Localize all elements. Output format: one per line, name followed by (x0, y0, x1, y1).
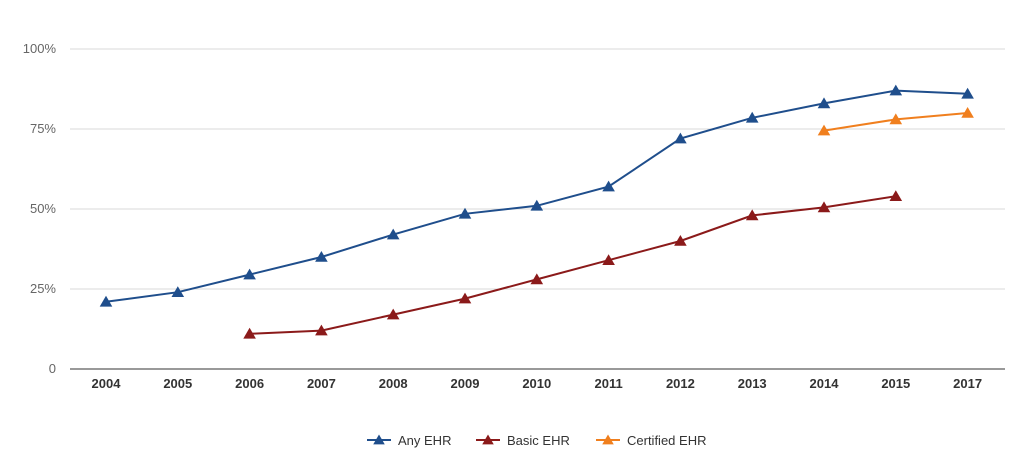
data-point-marker[interactable] (386, 228, 400, 240)
x-tick-label: 2010 (522, 376, 551, 391)
data-point-marker[interactable] (889, 113, 903, 125)
y-tick-label: 0 (49, 361, 56, 376)
series-line (249, 195, 896, 335)
triangle-marker-icon (602, 434, 614, 445)
data-point-marker[interactable] (99, 295, 113, 307)
data-point-marker[interactable] (458, 292, 472, 304)
x-tick-label: 2012 (666, 376, 695, 391)
data-point-marker[interactable] (243, 268, 256, 280)
data-point-marker[interactable] (530, 199, 544, 211)
data-point-marker[interactable] (674, 132, 687, 144)
y-tick-label: 25% (30, 281, 56, 296)
y-tick-label: 75% (30, 121, 56, 136)
legend-label: Basic EHR (507, 433, 570, 448)
x-tick-label: 2017 (953, 376, 982, 391)
data-point-marker[interactable] (674, 235, 687, 246)
x-tick-label: 2009 (451, 376, 480, 391)
x-tick-label: 2005 (163, 376, 192, 391)
x-axis-labels: 2004 2005 2006 2007 2008 2009 2010 2011 2012 2013… (92, 376, 983, 391)
data-point-marker[interactable] (889, 190, 903, 201)
x-tick-label: 2011 (594, 376, 622, 391)
x-tick-label: 2015 (881, 376, 910, 391)
legend-label: Any EHR (398, 433, 451, 448)
data-point-marker[interactable] (817, 124, 831, 136)
data-point-marker[interactable] (745, 209, 759, 221)
triangle-marker-icon (482, 434, 494, 445)
data-point-marker[interactable] (315, 324, 328, 336)
data-point-marker[interactable] (817, 201, 831, 213)
x-tick-label: 2008 (379, 376, 408, 391)
data-point-marker[interactable] (817, 97, 831, 109)
grid-layer (70, 48, 1005, 370)
y-tick-label: 100% (23, 41, 57, 56)
series-any-ehr (99, 84, 974, 307)
series-line (105, 89, 968, 303)
data-point-marker[interactable] (961, 107, 974, 118)
legend-item-certified-ehr[interactable]: Certified EHR (596, 433, 706, 448)
data-point-marker[interactable] (171, 286, 185, 297)
series-certified-ehr (817, 107, 974, 136)
data-point-marker[interactable] (602, 180, 615, 192)
data-point-marker[interactable] (961, 87, 974, 99)
legend-label: Certified EHR (627, 433, 706, 448)
x-tick-label: 2006 (235, 376, 264, 391)
data-point-marker[interactable] (530, 273, 544, 285)
legend[interactable]: Any EHR Basic EHR Certified EHR (367, 433, 706, 448)
series-layer (99, 84, 974, 339)
data-point-marker[interactable] (243, 327, 256, 339)
data-point-marker[interactable] (889, 84, 903, 96)
x-tick-label: 2014 (810, 376, 840, 391)
data-point-marker[interactable] (386, 308, 400, 320)
data-point-marker[interactable] (602, 254, 615, 265)
series-basic-ehr (243, 190, 903, 339)
y-tick-label: 50% (30, 201, 56, 216)
data-point-marker[interactable] (745, 111, 759, 123)
triangle-marker-icon (373, 434, 385, 445)
data-point-marker[interactable] (315, 251, 328, 262)
y-axis-labels: 0 25% 50% 75% 100% (23, 41, 57, 376)
x-tick-label: 2013 (738, 376, 767, 391)
x-tick-label: 2007 (307, 376, 336, 391)
x-tick-label: 2004 (92, 376, 122, 391)
data-point-marker[interactable] (458, 207, 472, 219)
legend-item-basic-ehr[interactable]: Basic EHR (476, 433, 570, 448)
legend-item-any-ehr[interactable]: Any EHR (367, 433, 451, 448)
